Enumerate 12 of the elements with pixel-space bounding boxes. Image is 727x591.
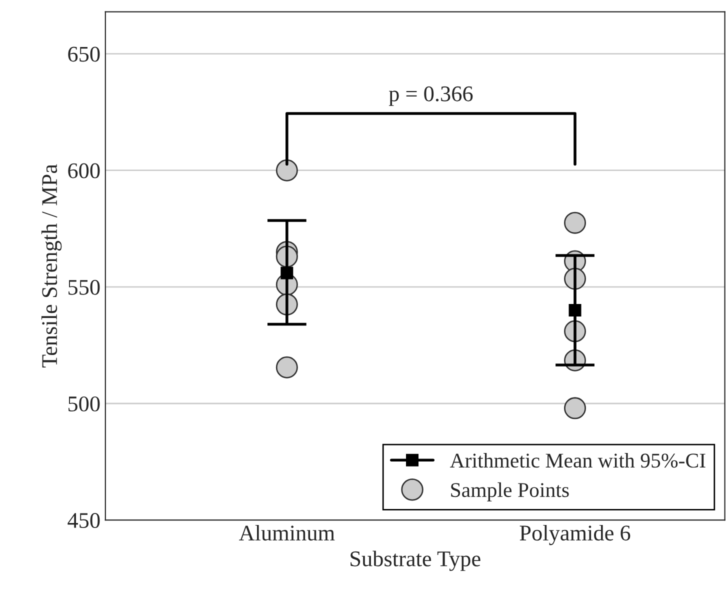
y-tick-label: 650 bbox=[68, 46, 100, 62]
y-axis-title: Tensile Strength / MPa bbox=[41, 164, 62, 368]
y-tick-label: 550 bbox=[68, 280, 100, 295]
x-tick-label: Aluminum bbox=[238, 524, 335, 541]
x-tick-label: Polyamide 6 bbox=[520, 524, 630, 546]
y-tick-label: 450 bbox=[68, 513, 100, 528]
legend-label: Arithmetic Mean with 95%-CI bbox=[450, 453, 706, 468]
annotation: p = 0.366 bbox=[388, 86, 473, 106]
legend-label: Sample Points bbox=[451, 482, 569, 502]
y-tick-label: 500 bbox=[68, 396, 100, 412]
x-axis-title: Substrate Type bbox=[350, 550, 480, 571]
y-tick-label: 600 bbox=[68, 163, 100, 178]
